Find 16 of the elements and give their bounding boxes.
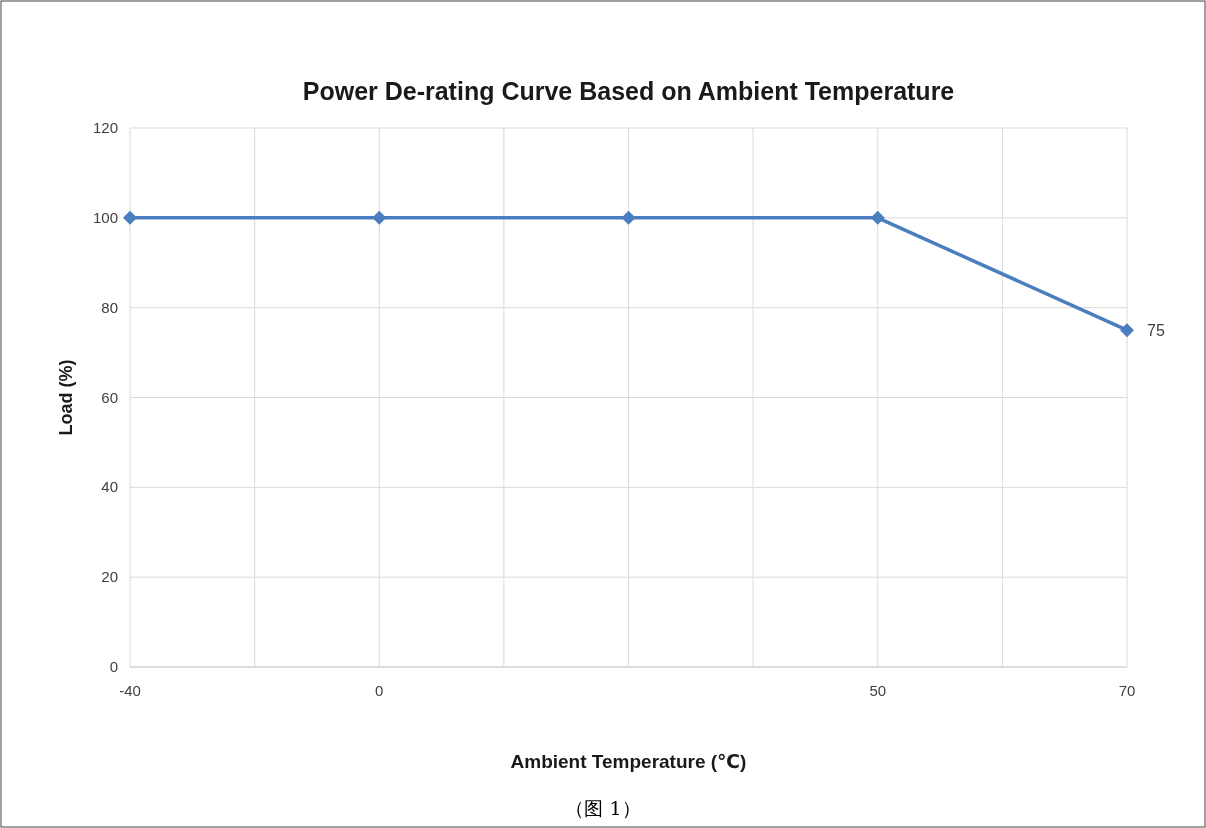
x-tick-label: 0	[375, 682, 384, 699]
y-tick-label: 100	[92, 208, 118, 226]
y-axis-title: Load (%)	[56, 359, 76, 436]
x-tick-label: -40	[119, 682, 141, 699]
y-tick-label: 120	[92, 119, 118, 136]
y-tick-label: 60	[101, 388, 118, 406]
text: （图 1）	[565, 797, 641, 819]
data-label: 75	[1147, 322, 1165, 340]
chart-title: Power De-rating Curve Based on Ambient Temperature	[302, 77, 955, 105]
x-tick-label: 70	[1118, 682, 1136, 699]
x-tick-label: 50	[869, 682, 887, 699]
x-axis-title: Ambient Temperature (℃)	[510, 751, 747, 772]
y-tick-label: 40	[101, 478, 118, 496]
y-tick-label: 0	[109, 658, 118, 675]
y-tick-label: 80	[101, 298, 118, 316]
y-tick-label: 20	[101, 568, 118, 586]
